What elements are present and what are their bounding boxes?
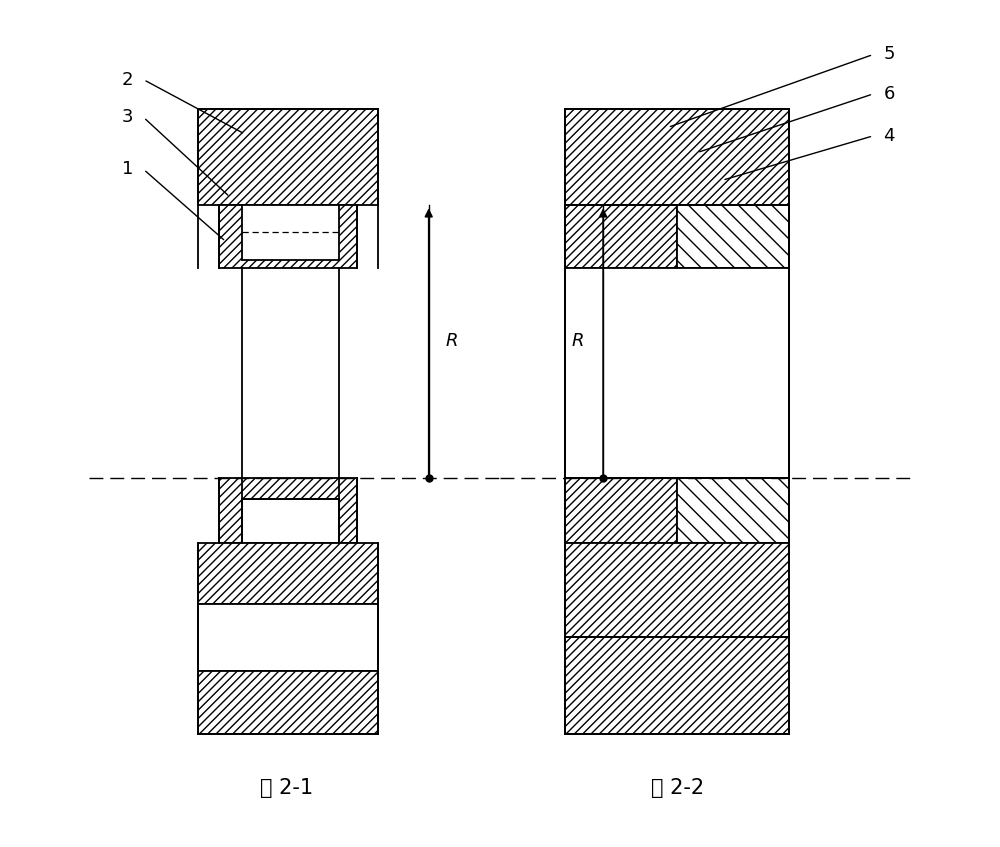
Text: R: R: [571, 332, 584, 351]
Text: 图 2-1: 图 2-1: [260, 778, 313, 799]
Text: 4: 4: [883, 127, 895, 145]
Polygon shape: [219, 478, 357, 543]
Polygon shape: [198, 671, 378, 734]
Polygon shape: [219, 206, 357, 268]
Polygon shape: [198, 604, 378, 671]
Polygon shape: [565, 543, 789, 637]
Text: 5: 5: [883, 46, 895, 64]
Polygon shape: [565, 637, 789, 734]
Polygon shape: [677, 206, 789, 268]
Polygon shape: [198, 109, 378, 206]
Polygon shape: [242, 499, 339, 543]
Text: 2: 2: [122, 70, 134, 89]
Polygon shape: [677, 478, 789, 543]
Text: R: R: [445, 332, 458, 351]
Polygon shape: [565, 109, 789, 206]
Polygon shape: [565, 206, 677, 268]
Polygon shape: [198, 543, 378, 604]
Text: 6: 6: [883, 85, 895, 102]
Text: 1: 1: [122, 160, 134, 179]
Polygon shape: [565, 478, 677, 543]
Polygon shape: [565, 268, 789, 478]
Polygon shape: [242, 206, 339, 260]
Text: 3: 3: [122, 108, 134, 126]
Text: 图 2-2: 图 2-2: [651, 778, 704, 799]
